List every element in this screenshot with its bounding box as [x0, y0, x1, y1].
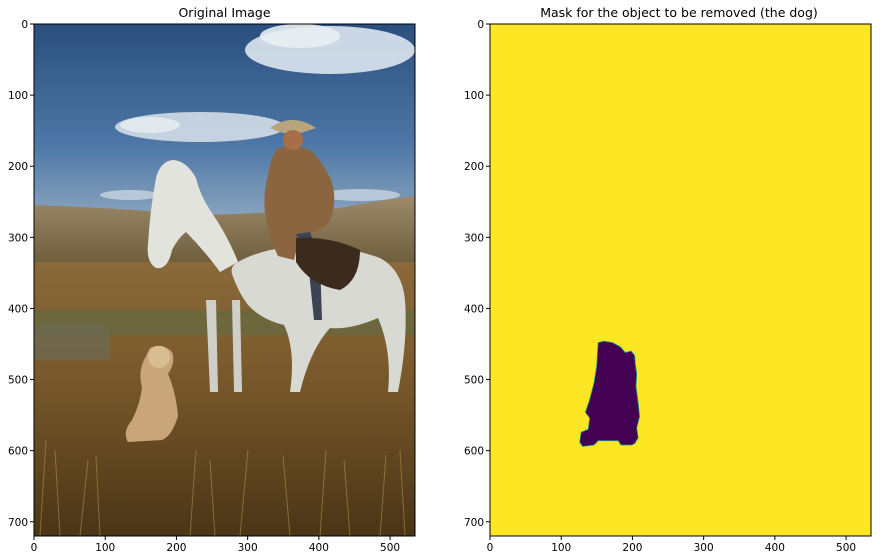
y-tick-label: 500: [8, 375, 28, 387]
photo-original-image: [34, 24, 415, 536]
x-tick-label: 500: [380, 542, 400, 554]
y-tick-label: 200: [464, 161, 484, 173]
horse-neck-head: [147, 160, 238, 272]
rider: [264, 146, 335, 260]
y-tick-label: 300: [464, 232, 484, 244]
axes-frame-original: [33, 23, 416, 537]
cloud: [120, 117, 180, 133]
mask-region-dog: [579, 340, 641, 447]
saddle: [296, 237, 360, 290]
mask-background: [490, 24, 871, 536]
rider-hat: [270, 120, 316, 134]
y-tick-label: 400: [8, 303, 28, 315]
x-tick-label: 300: [694, 542, 714, 554]
cloud: [320, 189, 400, 201]
y-tick-label: 700: [464, 517, 484, 529]
y-tick-label: 200: [8, 161, 28, 173]
axes-mask: Mask for the object to be removed (the d…: [464, 5, 872, 554]
x-tick-label: 400: [309, 542, 329, 554]
cloud: [260, 24, 340, 48]
x-tick-label: 400: [765, 542, 785, 554]
rider-face: [283, 130, 303, 150]
y-tick-label: 500: [464, 375, 484, 387]
y-tick-label: 400: [464, 303, 484, 315]
cloud: [100, 190, 160, 200]
horse-legs: [206, 300, 242, 392]
x-tick-label: 100: [551, 542, 571, 554]
y-tick-label: 0: [477, 19, 484, 31]
grass-strokes: [39, 439, 406, 536]
x-tick-label: 200: [622, 542, 642, 554]
y-tick-label: 600: [464, 446, 484, 458]
y-tick-label: 700: [8, 517, 28, 529]
y-tick-label: 300: [8, 232, 28, 244]
y-tick-label: 0: [21, 19, 28, 31]
x-tick-label: 100: [95, 542, 115, 554]
x-tick-label: 500: [836, 542, 856, 554]
x-tick-label: 0: [31, 542, 38, 554]
x-tick-label: 0: [487, 542, 494, 554]
axes-original-image: Original Image: [8, 5, 416, 554]
y-tick-label: 100: [464, 90, 484, 102]
x-tick-label: 300: [238, 542, 258, 554]
shrubs: [34, 322, 110, 360]
ticks-original: 0 100 200 300 400 500 0 100 200 300 400 500 600 700: [8, 19, 400, 554]
axes-frame-mask: [489, 23, 872, 537]
ticks-mask: 0 100 200 300 400 500 0 100 200 300 400 500 600 700: [464, 19, 856, 554]
dog: [125, 345, 178, 442]
axes-title-mask: Mask for the object to be removed (the d…: [540, 5, 818, 20]
axes-title-original: Original Image: [178, 5, 270, 20]
dog-head: [148, 346, 170, 368]
y-tick-label: 600: [8, 446, 28, 458]
x-tick-label: 200: [166, 542, 186, 554]
y-tick-label: 100: [8, 90, 28, 102]
